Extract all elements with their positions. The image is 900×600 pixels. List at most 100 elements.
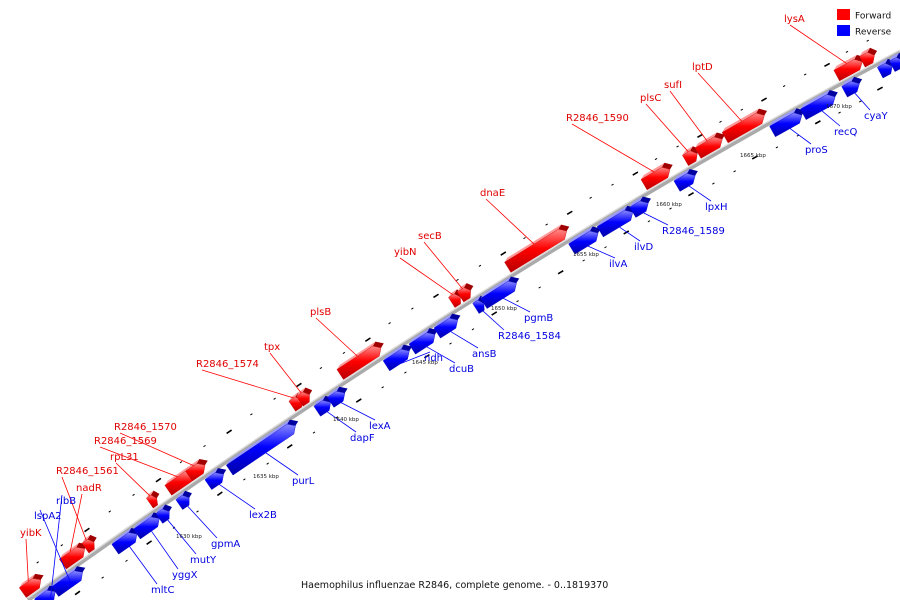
tick-marks bbox=[36, 39, 883, 596]
gene-dcuB-top bbox=[408, 328, 430, 345]
gene-R2846_1589[interactable] bbox=[629, 196, 651, 218]
gene-ilvA-body bbox=[568, 230, 599, 255]
gene-lpxH[interactable] bbox=[673, 168, 698, 192]
gene-recQ-top bbox=[800, 90, 830, 110]
gene-ansB[interactable] bbox=[433, 313, 461, 339]
gene-label-ilvD[interactable]: ilvD bbox=[634, 242, 653, 253]
gene-label-cyaY[interactable]: cyaY bbox=[864, 111, 889, 122]
gene-label-lex2B[interactable]: lex2B bbox=[249, 510, 277, 521]
gene-ansB-body bbox=[433, 317, 458, 339]
kbp-label: 1630 kbp bbox=[176, 534, 202, 540]
gene-purL[interactable] bbox=[225, 419, 299, 476]
gene-label-pgmB[interactable]: pgmB bbox=[524, 313, 553, 324]
gene-label-lspA2[interactable]: lspA2 bbox=[34, 511, 62, 522]
gene-R2846_1561-body bbox=[81, 539, 95, 554]
gene-pgmB-top bbox=[480, 276, 511, 299]
leader-pgmB bbox=[503, 297, 531, 313]
gene-cyaY3[interactable] bbox=[889, 52, 900, 72]
tick-mark bbox=[623, 230, 630, 235]
gene-dcuB-body bbox=[408, 332, 436, 355]
gene-label-dapF[interactable]: dapF bbox=[350, 433, 375, 444]
gene-label-R2846_1569[interactable]: R2846_1569 bbox=[94, 436, 157, 447]
gene-mltC[interactable] bbox=[111, 528, 140, 555]
gene-tpx[interactable] bbox=[296, 387, 313, 407]
gene-label-lysA[interactable]: lysA bbox=[784, 14, 805, 25]
gene-lptD[interactable] bbox=[721, 108, 768, 144]
tick-mark bbox=[858, 100, 862, 103]
leader-cyaY bbox=[854, 92, 871, 111]
gene-lexA[interactable] bbox=[327, 386, 348, 408]
gene-mutY[interactable] bbox=[155, 504, 172, 524]
gene-label-yibN[interactable]: yibN bbox=[394, 247, 417, 258]
tick-mark bbox=[647, 220, 651, 223]
gene-label-R2846_1561[interactable]: R2846_1561 bbox=[56, 466, 119, 477]
gene-yibK[interactable] bbox=[19, 573, 44, 598]
gene-label-ilvA[interactable]: ilvA bbox=[609, 259, 627, 270]
gene-pgmB[interactable] bbox=[480, 276, 520, 309]
gene-label-yibK[interactable]: yibK bbox=[20, 528, 42, 539]
gene-label-ndh[interactable]: ndh bbox=[424, 353, 443, 364]
gene-lptD-body bbox=[721, 112, 765, 144]
gene-yggX-body bbox=[133, 516, 160, 540]
gene-label-proS[interactable]: proS bbox=[805, 145, 828, 156]
gene-recQ[interactable] bbox=[800, 90, 838, 120]
gene-lspA2[interactable] bbox=[51, 566, 86, 597]
tick-mark bbox=[319, 366, 323, 370]
gene-R2846_1570[interactable] bbox=[185, 459, 208, 482]
gene-label-ribB[interactable]: ribB bbox=[56, 496, 76, 507]
gene-label-R2846_1570[interactable]: R2846_1570 bbox=[114, 422, 177, 433]
gene-lex2B-body bbox=[204, 472, 224, 490]
leader-mutY bbox=[167, 519, 197, 555]
gene-cyaY3-top bbox=[889, 52, 900, 61]
gene-label-mltC[interactable]: mltC bbox=[151, 585, 174, 596]
gene-sufI[interactable] bbox=[694, 132, 725, 159]
gene-label-nadR[interactable]: nadR bbox=[76, 483, 102, 494]
gene-gpmA[interactable] bbox=[175, 490, 192, 510]
tick-mark bbox=[740, 108, 744, 111]
gene-label-dnaE[interactable]: dnaE bbox=[480, 188, 505, 199]
gene-label-lptD[interactable]: lptD bbox=[692, 62, 713, 73]
gene-label-gpmA[interactable]: gpmA bbox=[211, 539, 240, 550]
gene-lex2B-top bbox=[204, 468, 218, 480]
gene-label-secB[interactable]: secB bbox=[418, 231, 442, 242]
gene-cyaY-body bbox=[841, 81, 860, 98]
gene-label-rpL31[interactable]: rpL31 bbox=[110, 452, 139, 463]
gene-label-R2846_1584[interactable]: R2846_1584 bbox=[498, 331, 561, 342]
gene-lysA2[interactable] bbox=[859, 47, 878, 68]
leader-plsB bbox=[315, 317, 358, 357]
gene-label-R2846_1589[interactable]: R2846_1589 bbox=[662, 226, 725, 237]
gene-ribB-top bbox=[34, 585, 50, 600]
gene-lex2B[interactable] bbox=[204, 468, 227, 490]
gene-label-lpxH[interactable]: lpxH bbox=[705, 202, 728, 213]
gene-cyaY[interactable] bbox=[841, 76, 863, 98]
gene-label-R2846_1590[interactable]: R2846_1590 bbox=[566, 113, 629, 124]
gene-rpL31[interactable] bbox=[146, 490, 160, 509]
gene-label-mutY[interactable]: mutY bbox=[190, 555, 217, 566]
gene-label-recQ[interactable]: recQ bbox=[834, 127, 858, 138]
gene-label-purL[interactable]: purL bbox=[292, 476, 315, 487]
tick-mark bbox=[226, 429, 233, 435]
tick-mark bbox=[108, 510, 112, 513]
gene-label-dcuB[interactable]: dcuB bbox=[449, 364, 474, 375]
gene-label-yggX[interactable]: yggX bbox=[172, 570, 198, 581]
leader-R2846_1569 bbox=[99, 446, 178, 478]
gene-label-plsC[interactable]: plsC bbox=[640, 93, 661, 104]
tick-mark bbox=[84, 527, 90, 533]
gene-ndh[interactable] bbox=[382, 344, 413, 372]
tick-mark bbox=[566, 210, 573, 216]
gene-ilvA[interactable] bbox=[568, 226, 601, 255]
gene-label-tpx[interactable]: tpx bbox=[264, 342, 280, 353]
gene-lexA-side bbox=[336, 386, 348, 393]
gene-label-plsB[interactable]: plsB bbox=[310, 307, 331, 318]
gene-label-R2846_1574[interactable]: R2846_1574 bbox=[196, 359, 259, 370]
tick-mark bbox=[775, 146, 779, 149]
gene-ilvA-top bbox=[568, 226, 593, 244]
gene-label-sufI[interactable]: sufI bbox=[664, 80, 682, 91]
leader-plsC bbox=[645, 103, 689, 153]
gene-label-lexA[interactable]: lexA bbox=[369, 421, 391, 432]
gene-lpxH-body bbox=[673, 173, 696, 192]
tick-mark bbox=[456, 278, 459, 281]
gene-plsB-body bbox=[336, 345, 382, 380]
tick-mark bbox=[60, 544, 64, 547]
gene-label-ansB[interactable]: ansB bbox=[472, 349, 497, 360]
